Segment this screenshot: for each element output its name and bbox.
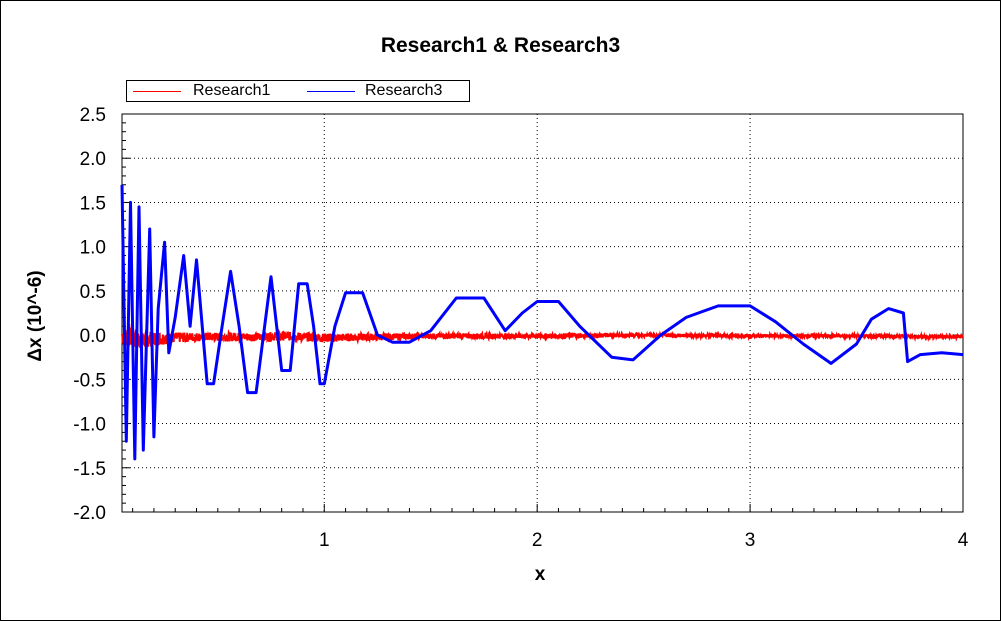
x-axis-label: x [534,564,546,585]
chart-title: Research1 & Research3 [380,34,621,57]
legend-swatch-research1 [133,91,181,92]
y-tick-label: -0.5 [73,370,106,391]
legend-swatch-research3 [307,91,355,92]
y-tick-label: 0.0 [80,326,106,347]
y-tick-label: 1.5 [80,193,106,214]
y-tick-label: 2.5 [80,105,106,126]
y-tick-label: -2.0 [73,503,106,524]
legend-label-research3: Research3 [365,82,443,99]
x-tick-label: 1 [319,530,330,551]
series-line-research3 [120,184,964,461]
y-tick-label: 0.5 [80,282,106,303]
x-tick-label: 2 [532,530,543,551]
x-tick-label: 3 [745,530,756,551]
x-tick-label: 4 [958,530,969,551]
y-tick-label: -1.0 [73,415,106,436]
legend-label-research1: Research1 [193,82,271,99]
legend: Research1 Research3 [126,80,470,102]
y-tick-label: -1.5 [73,459,106,480]
y-tick-label: 1.0 [80,238,106,259]
plot-border [121,113,964,513]
y-tick-label: 2.0 [80,149,106,170]
